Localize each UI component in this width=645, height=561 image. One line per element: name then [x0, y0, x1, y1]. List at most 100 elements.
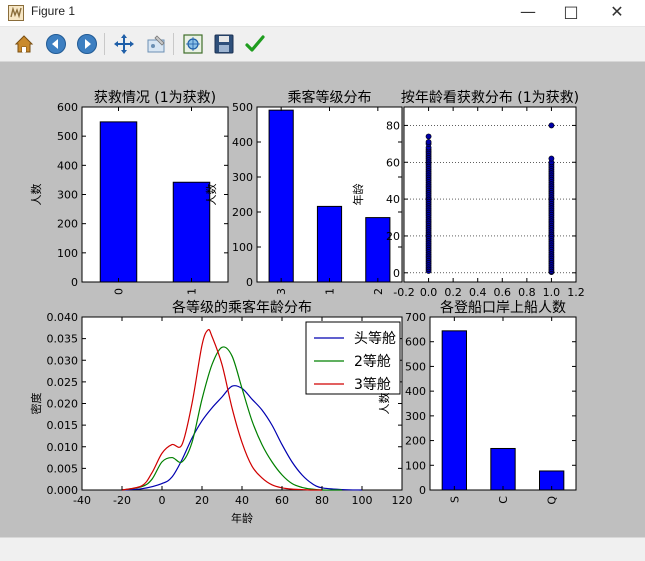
x-axis-label: 年龄 [231, 511, 253, 525]
y-tick-label: 700 [405, 311, 426, 324]
y-tick-label: 300 [57, 189, 78, 202]
x-tick-label: 1.0 [543, 286, 561, 299]
bar [99, 121, 138, 283]
legend-label: 2等舱 [354, 353, 391, 370]
y-tick-label: 0.030 [47, 354, 79, 367]
x-tick-label: C [497, 496, 510, 504]
x-tick-label: 20 [195, 494, 209, 507]
y-tick-label: 0 [71, 276, 78, 289]
series-line [121, 328, 323, 491]
chart-title: 各登船口岸上船人数 [440, 300, 566, 316]
save-icon[interactable] [210, 31, 238, 57]
axes-frame [403, 106, 577, 283]
chart-title: 按年龄看获救分布 (1为获救) [401, 90, 579, 106]
y-tick-label: 0.020 [47, 398, 79, 411]
chart-title: 各等级的乘客年龄分布 [172, 299, 312, 316]
maximize-button[interactable]: □ [563, 2, 579, 21]
x-tick-label: 80 [315, 494, 329, 507]
toolbar-separator [173, 33, 174, 55]
y-axis-label: 人数 [30, 184, 43, 206]
y-tick-label: 200 [405, 435, 426, 448]
y-tick-label: 0 [246, 276, 253, 289]
bar [441, 330, 467, 491]
legend-box [305, 321, 401, 395]
y-tick-label: 0.010 [47, 441, 79, 454]
x-tick-label: -0.2 [393, 286, 414, 299]
y-tick-label: 0 [419, 484, 426, 497]
chart-title: 获救情况 (1为获救) [94, 90, 216, 106]
pan-icon[interactable] [110, 31, 138, 57]
x-tick-label: 1.2 [567, 286, 585, 299]
x-tick-label: -20 [113, 494, 131, 507]
back-icon[interactable] [42, 31, 70, 57]
toolbar-separator [104, 33, 105, 55]
y-tick-label: 80 [386, 119, 400, 132]
y-tick-label: 0.040 [47, 311, 79, 324]
x-tick-label: 0.2 [444, 286, 462, 299]
zoom-rect-icon[interactable] [179, 31, 207, 57]
x-tick-label: 1 [324, 288, 337, 295]
y-tick-label: 200 [57, 218, 78, 231]
chart-title: 乘客等级分布 [288, 89, 372, 106]
y-tick-label: 500 [405, 360, 426, 373]
app-icon [8, 5, 24, 21]
x-tick-label: 120 [392, 494, 413, 507]
y-tick-label: 100 [405, 459, 426, 472]
y-tick-label: 500 [232, 101, 253, 114]
y-tick-label: 400 [232, 136, 253, 149]
x-tick-label: Q [546, 496, 559, 505]
toolbar [0, 27, 645, 62]
configure-subplots-icon[interactable] [142, 31, 170, 57]
bar [490, 447, 516, 491]
window-titlebar: Figure 1 — □ ✕ [0, 0, 645, 27]
y-tick-label: 0.015 [47, 419, 79, 432]
x-tick-label: 60 [275, 494, 289, 507]
x-tick-label: -40 [73, 494, 91, 507]
y-axis-label: 年龄 [351, 184, 365, 206]
y-tick-label: 100 [232, 241, 253, 254]
window-title: Figure 1 [31, 4, 76, 18]
home-icon[interactable] [10, 31, 38, 57]
y-tick-label: 300 [232, 171, 253, 184]
y-tick-label: 0.005 [47, 462, 79, 475]
x-tick-label: 3 [275, 288, 288, 295]
y-axis-label: 密度 [29, 393, 43, 415]
x-tick-label: 40 [235, 494, 249, 507]
bar [316, 205, 343, 283]
x-tick-label: 0 [159, 494, 166, 507]
status-bar [0, 537, 645, 561]
y-tick-label: 40 [386, 193, 400, 206]
y-axis-label: 人数 [205, 184, 218, 206]
legend-label: 头等舱 [354, 330, 396, 347]
x-tick-label: 0.8 [518, 286, 536, 299]
x-tick-label: 100 [352, 494, 373, 507]
scatter-point [548, 122, 555, 129]
scatter-point [425, 139, 432, 145]
y-tick-label: 200 [232, 206, 253, 219]
x-tick-label: 2 [372, 288, 385, 295]
y-tick-label: 0.025 [47, 376, 79, 389]
y-axis-label: 人数 [378, 393, 391, 415]
y-tick-label: 400 [57, 159, 78, 172]
x-tick-label: 0 [113, 288, 126, 295]
x-tick-label: 0.0 [420, 286, 438, 299]
minimize-button[interactable]: — [520, 2, 536, 21]
y-tick-label: 20 [386, 230, 400, 243]
forward-icon[interactable] [73, 31, 101, 57]
figure-canvas: 0 1 0 100 200 300 400 500 600 获救情况 (1为获救) 人数 3 1 2 0 10… [0, 62, 645, 537]
x-tick-label: 1 [186, 288, 199, 295]
x-tick-label: 0.6 [494, 286, 512, 299]
bar [268, 109, 294, 283]
y-tick-label: 500 [57, 130, 78, 143]
y-tick-label: 100 [57, 247, 78, 260]
y-tick-label: 60 [386, 156, 400, 169]
y-tick-label: 0.035 [47, 333, 79, 346]
x-tick-label: 0.4 [469, 286, 487, 299]
scatter-point [548, 155, 555, 162]
check-icon[interactable] [241, 31, 269, 57]
y-tick-label: 0.000 [47, 484, 79, 497]
y-tick-label: 0 [393, 267, 400, 280]
legend-label: 3等舱 [354, 376, 391, 393]
close-button[interactable]: ✕ [610, 2, 624, 21]
